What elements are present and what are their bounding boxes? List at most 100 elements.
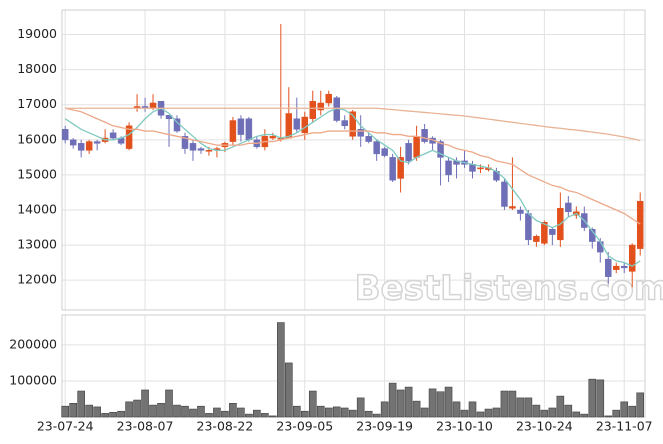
- x-tick-label: 23-10-10: [436, 419, 493, 434]
- candle-body: [525, 213, 532, 241]
- candle-body: [421, 129, 428, 142]
- volume-bar: [197, 405, 205, 418]
- volume-bar: [61, 405, 69, 418]
- volume-bar: [125, 401, 133, 418]
- y-tick-label: 12000: [17, 272, 57, 287]
- candle-body: [373, 141, 380, 155]
- volume-bar: [237, 407, 245, 418]
- candle-body: [357, 129, 364, 137]
- volume-bar: [141, 389, 149, 418]
- volume-bar: [364, 410, 373, 418]
- volume-bar: [468, 401, 477, 418]
- volume-bar: [77, 390, 85, 418]
- candle-body: [477, 167, 484, 170]
- y-tick-label: 200000: [9, 336, 57, 351]
- candle-body: [109, 132, 117, 139]
- volume-bar: [300, 410, 309, 418]
- candle-body: [413, 136, 420, 158]
- x-tick-label: 23-09-19: [356, 419, 413, 434]
- candle-body: [597, 241, 604, 253]
- volume-bar: [261, 413, 269, 418]
- candle-body: [509, 206, 516, 209]
- y-tick-label: 16000: [17, 131, 57, 146]
- candle-body: [309, 100, 317, 120]
- volume-bar: [292, 405, 301, 418]
- moving-average-line: [65, 107, 641, 225]
- plot-frame: [61, 9, 646, 311]
- volume-bar: [596, 379, 605, 418]
- candle-body: [269, 136, 277, 139]
- candle-body: [205, 150, 213, 152]
- volume-bar: [556, 395, 565, 418]
- volume-bar: [548, 407, 557, 418]
- volume-bar: [332, 406, 341, 418]
- volume-bar: [508, 390, 517, 418]
- volume-bar: [628, 405, 637, 418]
- candle-body: [229, 120, 237, 142]
- volume-bar: [285, 362, 293, 418]
- volume-bar: [165, 389, 173, 418]
- candle-body: [293, 118, 301, 130]
- candle-body: [325, 93, 332, 104]
- candle-body: [61, 129, 69, 141]
- candle-body: [549, 229, 556, 235]
- x-tick-label: 23-09-05: [276, 419, 333, 434]
- candle-body: [437, 141, 444, 158]
- volume-bar: [109, 412, 117, 418]
- candle-body: [381, 148, 388, 156]
- volume-bar: [452, 401, 461, 418]
- volume-bar: [173, 404, 181, 418]
- candle-body: [125, 125, 133, 149]
- volume-bar: [396, 389, 405, 418]
- candle-body: [349, 111, 356, 137]
- candle-body: [405, 143, 412, 162]
- x-tick-label: 23-08-07: [117, 419, 174, 434]
- candle-body: [565, 202, 572, 213]
- volume-bar: [436, 391, 445, 418]
- volume-bar: [85, 404, 93, 418]
- x-tick-label: 23-07-24: [37, 419, 94, 434]
- volume-bar: [213, 407, 221, 418]
- volume-bar: [181, 405, 189, 418]
- candle-body: [301, 116, 309, 134]
- candle-body: [389, 157, 396, 181]
- volume-bar: [93, 406, 101, 418]
- candle-body: [533, 236, 540, 242]
- candle-body: [149, 102, 157, 109]
- volume-bar: [348, 409, 357, 418]
- volume-bar: [245, 413, 253, 418]
- volume-bar: [420, 407, 429, 418]
- candle-body: [365, 136, 372, 142]
- y-tick-label: 17000: [17, 96, 57, 111]
- x-tick-label: 23-11-07: [596, 419, 653, 434]
- candle-body: [181, 136, 189, 149]
- candle-body: [93, 141, 101, 144]
- candle-body: [85, 141, 93, 151]
- candle-body: [197, 148, 205, 151]
- y-tick-label: 18000: [17, 61, 57, 76]
- volume-bar: [460, 409, 469, 418]
- candle-body: [501, 181, 508, 207]
- volume-bar: [117, 410, 125, 418]
- candle-body: [636, 200, 644, 249]
- volume-bar: [149, 404, 157, 418]
- candle-body: [517, 209, 524, 214]
- y-tick-label: 14000: [17, 202, 57, 217]
- volume-bar: [69, 403, 77, 418]
- volume-bar: [253, 409, 261, 418]
- volume-bar: [612, 409, 621, 418]
- candle-body: [620, 265, 628, 269]
- volume-bar: [308, 390, 317, 418]
- candle-body: [245, 118, 253, 141]
- watermark: BestListens.com: [355, 269, 663, 309]
- candle-body: [285, 113, 293, 139]
- volume-bar: [604, 415, 613, 418]
- volume-bar: [588, 378, 597, 418]
- volume-bar: [404, 386, 413, 418]
- candle-body: [69, 139, 77, 146]
- volume-bar: [484, 408, 493, 418]
- candle-body: [612, 265, 620, 270]
- volume-bar: [316, 405, 325, 418]
- volume-bar: [277, 322, 285, 418]
- y-tick-label: 100000: [9, 372, 57, 387]
